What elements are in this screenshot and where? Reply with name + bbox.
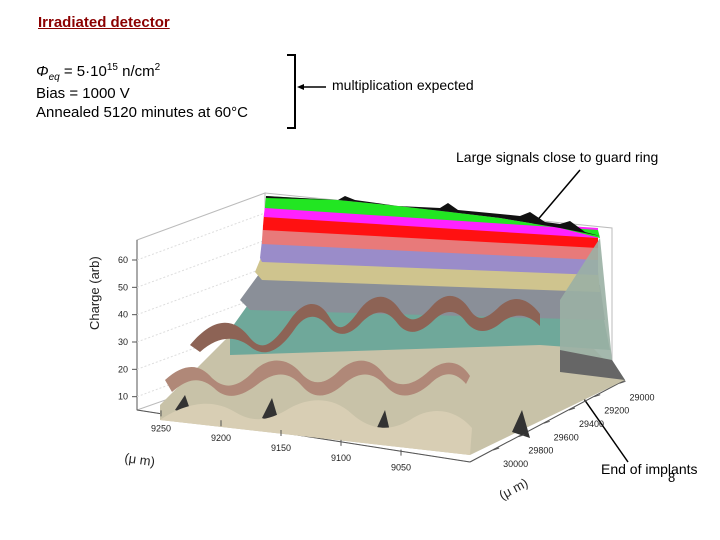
- bracket: [287, 54, 296, 129]
- y-tick-mark: [518, 434, 525, 438]
- fluence-exponent: 15: [106, 62, 118, 73]
- surface-right-gray: [560, 350, 625, 380]
- surface-front-ripple: [160, 400, 472, 455]
- y-axis-title: (μ m): [496, 475, 530, 503]
- x-ticks: 9250 9200 9150 9100 9050: [151, 410, 411, 473]
- y-tick-label: 30000: [503, 459, 528, 469]
- y-tick-mark: [568, 407, 576, 411]
- slide-title: Irradiated detector: [38, 14, 170, 31]
- surface: [160, 196, 625, 455]
- phi-symbol: Φ: [36, 63, 49, 80]
- surface-purple-band: [260, 240, 598, 275]
- surface-red-band: [263, 214, 598, 248]
- x-tick-label: 9100: [331, 453, 351, 463]
- z-tick-label: 50: [118, 282, 128, 292]
- z-ticks: 10 20 30 40 50 60: [118, 255, 137, 402]
- note-multiplication: multiplication expected: [332, 77, 474, 93]
- surface-brown-wave-lower: [165, 360, 470, 396]
- z-gridline: [136, 239, 266, 288]
- y-tick-label: 29000: [629, 392, 654, 402]
- y-tick-label: 29800: [528, 446, 553, 456]
- x-tick-label: 9150: [271, 443, 291, 453]
- surface-brown-wave: [190, 295, 540, 353]
- phi-subscript: eq: [48, 72, 60, 83]
- z-tick-label: 60: [118, 255, 128, 265]
- bracket-arrowhead: [297, 84, 304, 90]
- note-end-implants: End of implants: [601, 461, 698, 477]
- note-large-signals: Large signals close to guard ring: [456, 149, 659, 165]
- fluence-unit: n/cm: [117, 63, 155, 80]
- y-tick-label: 29600: [554, 432, 579, 442]
- z-axis-title: Charge (arb): [87, 256, 102, 330]
- y-tick-mark: [619, 380, 626, 384]
- y-tick-mark: [594, 394, 601, 398]
- y-tick-label: 29200: [604, 406, 629, 416]
- z-tick-label: 10: [118, 392, 128, 402]
- fluence-text: Φeq = 5·1015 n/cm2: [36, 59, 160, 87]
- y-tick-mark: [492, 447, 500, 451]
- fluence-value: = 5·10: [59, 63, 107, 80]
- surface-right-slope: [560, 238, 625, 380]
- x-tick-label: 9050: [391, 463, 411, 473]
- x-tick-label: 9250: [151, 423, 171, 433]
- z-gridline: [136, 212, 266, 261]
- anneal-text: Annealed 5120 minutes at 60°C: [36, 104, 248, 121]
- page-number: 8: [668, 470, 676, 485]
- y-axis-line: [469, 379, 626, 463]
- z-gridline: [136, 267, 266, 316]
- surface-black-peaks: [266, 196, 600, 236]
- fluence-unit-exponent: 2: [154, 62, 161, 73]
- surface-magenta-band: [264, 206, 598, 238]
- y-tick-label: 29400: [579, 419, 604, 429]
- surface-green-band: [265, 196, 600, 238]
- z-tick-label: 30: [118, 337, 128, 347]
- x-axis-title: (μ m): [124, 450, 156, 469]
- x-tick-label: 9200: [211, 433, 231, 443]
- z-tick-label: 40: [118, 310, 128, 320]
- bias-text: Bias = 1000 V: [36, 85, 130, 102]
- z-tick-label: 20: [118, 364, 128, 374]
- y-tick-mark: [543, 420, 550, 424]
